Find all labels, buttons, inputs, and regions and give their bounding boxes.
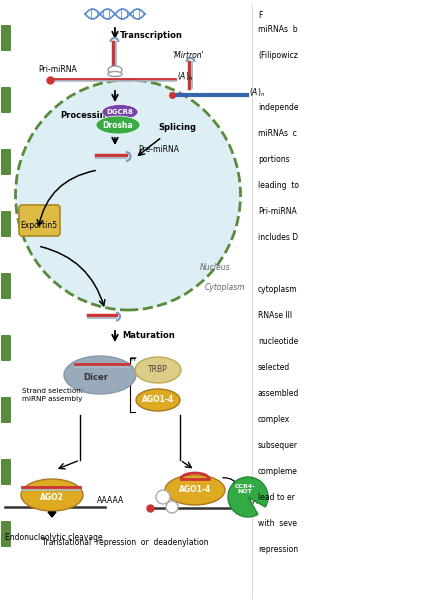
Text: selected: selected bbox=[258, 363, 290, 372]
Text: subsequer: subsequer bbox=[258, 441, 298, 450]
Circle shape bbox=[166, 501, 178, 513]
FancyBboxPatch shape bbox=[19, 205, 60, 236]
Text: F: F bbox=[258, 11, 263, 20]
Text: Transcription: Transcription bbox=[120, 31, 183, 40]
Text: AAAAA: AAAAA bbox=[97, 496, 124, 505]
Ellipse shape bbox=[102, 104, 138, 119]
Ellipse shape bbox=[136, 389, 180, 411]
Ellipse shape bbox=[135, 357, 181, 383]
Ellipse shape bbox=[96, 116, 140, 134]
Polygon shape bbox=[48, 512, 56, 517]
Text: 'Mirtron': 'Mirtron' bbox=[172, 51, 204, 60]
Text: complex: complex bbox=[258, 415, 290, 424]
Text: Splicing: Splicing bbox=[158, 123, 196, 132]
Text: Pri-miRNA: Pri-miRNA bbox=[258, 207, 297, 216]
Ellipse shape bbox=[165, 475, 225, 505]
Text: Nucleus: Nucleus bbox=[200, 263, 231, 272]
Text: $(A)_n$: $(A)_n$ bbox=[249, 87, 265, 99]
Text: lead to er: lead to er bbox=[258, 493, 295, 502]
Text: compleme: compleme bbox=[258, 467, 298, 476]
Text: CCR4-
NOT: CCR4- NOT bbox=[235, 484, 255, 494]
Text: (Filipowicz: (Filipowicz bbox=[258, 51, 298, 60]
Text: Exportin5: Exportin5 bbox=[21, 221, 57, 230]
Text: independe: independe bbox=[258, 103, 299, 112]
FancyBboxPatch shape bbox=[1, 25, 11, 51]
Text: cytoplasm: cytoplasm bbox=[258, 285, 298, 294]
Text: DGCR8: DGCR8 bbox=[106, 109, 133, 115]
Wedge shape bbox=[228, 477, 268, 517]
FancyBboxPatch shape bbox=[1, 521, 11, 547]
Text: nucleotide: nucleotide bbox=[258, 337, 298, 346]
Text: miRNAs  b: miRNAs b bbox=[258, 25, 298, 34]
Text: TRBP: TRBP bbox=[148, 365, 168, 374]
FancyBboxPatch shape bbox=[1, 335, 11, 361]
Text: AGO2: AGO2 bbox=[40, 493, 64, 502]
Text: repression: repression bbox=[258, 545, 298, 554]
Text: Cytoplasm: Cytoplasm bbox=[205, 283, 245, 292]
Ellipse shape bbox=[64, 356, 136, 394]
Text: Drosha: Drosha bbox=[103, 121, 133, 130]
FancyBboxPatch shape bbox=[1, 397, 11, 423]
FancyBboxPatch shape bbox=[1, 87, 11, 113]
Text: RNAse III: RNAse III bbox=[258, 311, 292, 320]
Text: Processing: Processing bbox=[60, 111, 112, 120]
FancyBboxPatch shape bbox=[1, 211, 11, 237]
FancyBboxPatch shape bbox=[1, 459, 11, 485]
Text: assembled: assembled bbox=[258, 389, 299, 398]
Ellipse shape bbox=[108, 66, 122, 74]
Text: miRNAs  c: miRNAs c bbox=[258, 129, 297, 138]
Text: AGO1-4: AGO1-4 bbox=[142, 396, 174, 405]
Text: AAAA: AAAA bbox=[237, 497, 259, 506]
Text: TT: TT bbox=[130, 357, 138, 362]
Ellipse shape bbox=[21, 479, 83, 511]
Text: leading  to: leading to bbox=[258, 181, 299, 190]
Ellipse shape bbox=[108, 72, 122, 77]
Text: Strand selection:
miRNP assembly: Strand selection: miRNP assembly bbox=[22, 388, 83, 402]
FancyBboxPatch shape bbox=[1, 273, 11, 299]
Text: Pre-miRNA: Pre-miRNA bbox=[138, 145, 179, 154]
Text: with  seve: with seve bbox=[258, 519, 297, 528]
Text: Endonucleolytic cleavage: Endonucleolytic cleavage bbox=[5, 533, 103, 542]
Text: AGO1-4: AGO1-4 bbox=[179, 485, 211, 494]
Text: Maturation: Maturation bbox=[122, 331, 175, 340]
FancyBboxPatch shape bbox=[1, 149, 11, 175]
Text: portions: portions bbox=[258, 155, 290, 164]
Text: Dicer: Dicer bbox=[84, 373, 109, 382]
Ellipse shape bbox=[15, 80, 241, 310]
Text: Pri-miRNA: Pri-miRNA bbox=[38, 65, 77, 74]
Text: Translational  repression  or  deadenylation: Translational repression or deadenylatio… bbox=[42, 538, 208, 547]
Circle shape bbox=[156, 490, 170, 504]
Text: $(A)_n$: $(A)_n$ bbox=[177, 71, 193, 83]
Text: includes D: includes D bbox=[258, 233, 298, 242]
